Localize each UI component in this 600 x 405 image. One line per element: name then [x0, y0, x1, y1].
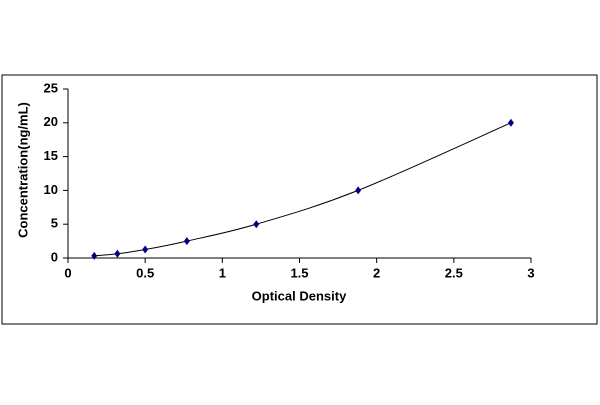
- marker: [114, 249, 121, 258]
- y-tick-label: 10: [44, 182, 58, 197]
- x-axis-label: Optical Density: [252, 288, 347, 303]
- y-tick-label: 0: [51, 249, 58, 264]
- marker: [142, 245, 149, 254]
- x-tick-label: 3: [527, 265, 534, 280]
- marker: [507, 118, 514, 127]
- marker: [91, 251, 98, 260]
- y-tick-label: 25: [44, 80, 58, 95]
- x-tick-label: 0: [64, 265, 71, 280]
- y-tick-label: 15: [44, 148, 58, 163]
- x-tick-label: 0.5: [136, 265, 154, 280]
- x-tick-label: 2.5: [445, 265, 463, 280]
- x-tick-label: 2: [373, 265, 380, 280]
- chart-frame: [1, 74, 598, 325]
- marker: [355, 186, 362, 195]
- y-tick-label: 5: [51, 216, 58, 231]
- x-tick-label: 1: [219, 265, 226, 280]
- marker: [253, 220, 260, 229]
- y-tick-label: 20: [44, 114, 58, 129]
- y-axis-label: Concentration(ng/mL): [15, 102, 30, 238]
- x-tick-label: 1.5: [290, 265, 308, 280]
- marker: [183, 237, 190, 246]
